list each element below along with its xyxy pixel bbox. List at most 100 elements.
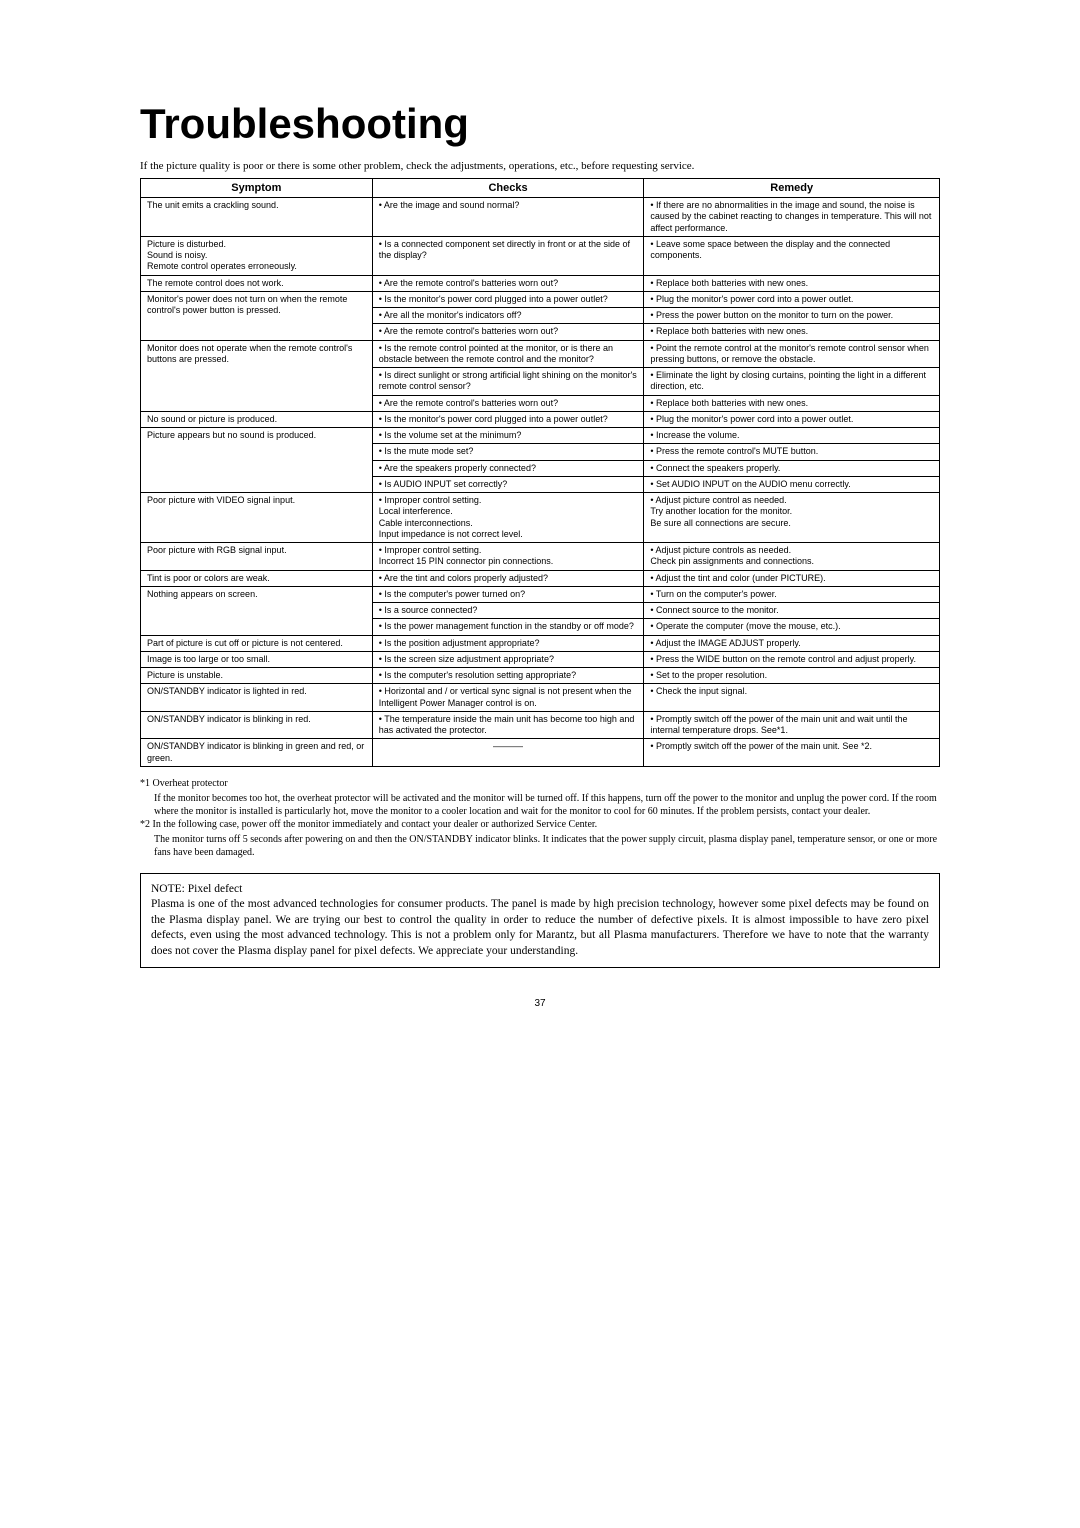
cell-remedy: • Press the WIDE button on the remote co… <box>644 651 940 667</box>
cell-checks: • Is a connected component set directly … <box>372 236 644 275</box>
table-row: Image is too large or too small.• Is the… <box>141 651 940 667</box>
cell-symptom: ON/STANDBY indicator is blinking in red. <box>141 711 373 739</box>
table-row: Monitor does not operate when the remote… <box>141 340 940 368</box>
cell-checks: –––––– <box>372 739 644 767</box>
cell-remedy: • Increase the volume. <box>644 428 940 444</box>
table-row: ON/STANDBY indicator is blinking in red.… <box>141 711 940 739</box>
cell-checks: • Improper control setting.Incorrect 15 … <box>372 543 644 571</box>
cell-symptom: Picture appears but no sound is produced… <box>141 428 373 493</box>
th-checks: Checks <box>372 179 644 198</box>
table-row: ON/STANDBY indicator is blinking in gree… <box>141 739 940 767</box>
cell-checks: • Are the tint and colors properly adjus… <box>372 570 644 586</box>
cell-checks: • Is the position adjustment appropriate… <box>372 635 644 651</box>
table-row: The unit emits a crackling sound.• Are t… <box>141 198 940 237</box>
cell-symptom: Nothing appears on screen. <box>141 586 373 635</box>
cell-symptom: Monitor's power does not turn on when th… <box>141 291 373 340</box>
cell-symptom: Poor picture with VIDEO signal input. <box>141 493 373 543</box>
cell-symptom: Picture is unstable. <box>141 668 373 684</box>
cell-remedy: • Promptly switch off the power of the m… <box>644 711 940 739</box>
cell-checks: • Is direct sunlight or strong artificia… <box>372 368 644 396</box>
th-remedy: Remedy <box>644 179 940 198</box>
cell-symptom: Monitor does not operate when the remote… <box>141 340 373 411</box>
cell-remedy: • Operate the computer (move the mouse, … <box>644 619 940 635</box>
cell-remedy: • Adjust the tint and color (under PICTU… <box>644 570 940 586</box>
page-number: 37 <box>140 998 940 1009</box>
cell-remedy: • Set AUDIO INPUT on the AUDIO menu corr… <box>644 476 940 492</box>
cell-symptom: ON/STANDBY indicator is blinking in gree… <box>141 739 373 767</box>
cell-symptom: Part of picture is cut off or picture is… <box>141 635 373 651</box>
cell-remedy: • Turn on the computer's power. <box>644 586 940 602</box>
table-row: Tint is poor or colors are weak.• Are th… <box>141 570 940 586</box>
cell-symptom: Picture is disturbed.Sound is noisy.Remo… <box>141 236 373 275</box>
footnote-1-label: *1 Overheat protector <box>140 777 940 790</box>
cell-checks: • Are the remote control's batteries wor… <box>372 395 644 411</box>
cell-remedy: • Connect the speakers properly. <box>644 460 940 476</box>
cell-remedy: • Press the power button on the monitor … <box>644 308 940 324</box>
cell-remedy: • Adjust the IMAGE ADJUST properly. <box>644 635 940 651</box>
table-row: Part of picture is cut off or picture is… <box>141 635 940 651</box>
cell-remedy: • Check the input signal. <box>644 684 940 712</box>
cell-symptom: Tint is poor or colors are weak. <box>141 570 373 586</box>
page-title: Troubleshooting <box>140 100 940 148</box>
cell-checks: • Is the volume set at the minimum? <box>372 428 644 444</box>
cell-checks: • Is the computer's power turned on? <box>372 586 644 602</box>
cell-checks: • Improper control setting.Local interfe… <box>372 493 644 543</box>
table-row: Picture is unstable.• Is the computer's … <box>141 668 940 684</box>
cell-checks: • Are the remote control's batteries wor… <box>372 275 644 291</box>
cell-remedy: • Press the remote control's MUTE button… <box>644 444 940 460</box>
cell-checks: • Are the speakers properly connected? <box>372 460 644 476</box>
cell-symptom: Poor picture with RGB signal input. <box>141 543 373 571</box>
cell-checks: • Is the remote control pointed at the m… <box>372 340 644 368</box>
table-row: Monitor's power does not turn on when th… <box>141 291 940 307</box>
footnote-2-label: *2 In the following case, power off the … <box>140 818 940 831</box>
cell-checks: • Is the power management function in th… <box>372 619 644 635</box>
table-row: ON/STANDBY indicator is lighted in red.•… <box>141 684 940 712</box>
note-head: NOTE: Pixel defect <box>151 882 929 898</box>
table-row: Poor picture with RGB signal input.• Imp… <box>141 543 940 571</box>
intro-text: If the picture quality is poor or there … <box>140 160 940 172</box>
cell-symptom: No sound or picture is produced. <box>141 411 373 427</box>
cell-remedy: • Promptly switch off the power of the m… <box>644 739 940 767</box>
footnotes: *1 Overheat protector If the monitor bec… <box>140 777 940 859</box>
cell-checks: • Is AUDIO INPUT set correctly? <box>372 476 644 492</box>
note-body: Plasma is one of the most advanced techn… <box>151 897 929 959</box>
cell-checks: • Is a source connected? <box>372 603 644 619</box>
cell-remedy: • Adjust picture controls as needed.Chec… <box>644 543 940 571</box>
cell-symptom: The remote control does not work. <box>141 275 373 291</box>
cell-remedy: • Replace both batteries with new ones. <box>644 324 940 340</box>
cell-symptom: ON/STANDBY indicator is lighted in red. <box>141 684 373 712</box>
cell-remedy: • Point the remote control at the monito… <box>644 340 940 368</box>
table-row: Poor picture with VIDEO signal input.• I… <box>141 493 940 543</box>
cell-remedy: • Replace both batteries with new ones. <box>644 275 940 291</box>
footnote-1-text: If the monitor becomes too hot, the over… <box>140 792 940 818</box>
cell-symptom: Image is too large or too small. <box>141 651 373 667</box>
note-box: NOTE: Pixel defect Plasma is one of the … <box>140 873 940 969</box>
table-row: Nothing appears on screen.• Is the compu… <box>141 586 940 602</box>
table-row: Picture appears but no sound is produced… <box>141 428 940 444</box>
cell-remedy: • Set to the proper resolution. <box>644 668 940 684</box>
cell-checks: • Are the remote control's batteries wor… <box>372 324 644 340</box>
cell-remedy: • If there are no abnormalities in the i… <box>644 198 940 237</box>
th-symptom: Symptom <box>141 179 373 198</box>
cell-checks: • Is the mute mode set? <box>372 444 644 460</box>
cell-remedy: • Adjust picture control as needed.Try a… <box>644 493 940 543</box>
cell-checks: • Horizontal and / or vertical sync sign… <box>372 684 644 712</box>
cell-checks: • Is the screen size adjustment appropri… <box>372 651 644 667</box>
cell-remedy: • Plug the monitor's power cord into a p… <box>644 291 940 307</box>
cell-remedy: • Leave some space between the display a… <box>644 236 940 275</box>
cell-checks: • The temperature inside the main unit h… <box>372 711 644 739</box>
cell-checks: • Are all the monitor's indicators off? <box>372 308 644 324</box>
table-row: No sound or picture is produced.• Is the… <box>141 411 940 427</box>
footnote-2-text: The monitor turns off 5 seconds after po… <box>140 833 940 859</box>
cell-remedy: • Plug the monitor's power cord into a p… <box>644 411 940 427</box>
cell-checks: • Are the image and sound normal? <box>372 198 644 237</box>
cell-checks: • Is the monitor's power cord plugged in… <box>372 411 644 427</box>
cell-symptom: The unit emits a crackling sound. <box>141 198 373 237</box>
cell-checks: • Is the computer's resolution setting a… <box>372 668 644 684</box>
cell-checks: • Is the monitor's power cord plugged in… <box>372 291 644 307</box>
cell-remedy: • Replace both batteries with new ones. <box>644 395 940 411</box>
troubleshoot-table: Symptom Checks Remedy The unit emits a c… <box>140 178 940 767</box>
table-row: The remote control does not work.• Are t… <box>141 275 940 291</box>
cell-remedy: • Eliminate the light by closing curtain… <box>644 368 940 396</box>
cell-remedy: • Connect source to the monitor. <box>644 603 940 619</box>
